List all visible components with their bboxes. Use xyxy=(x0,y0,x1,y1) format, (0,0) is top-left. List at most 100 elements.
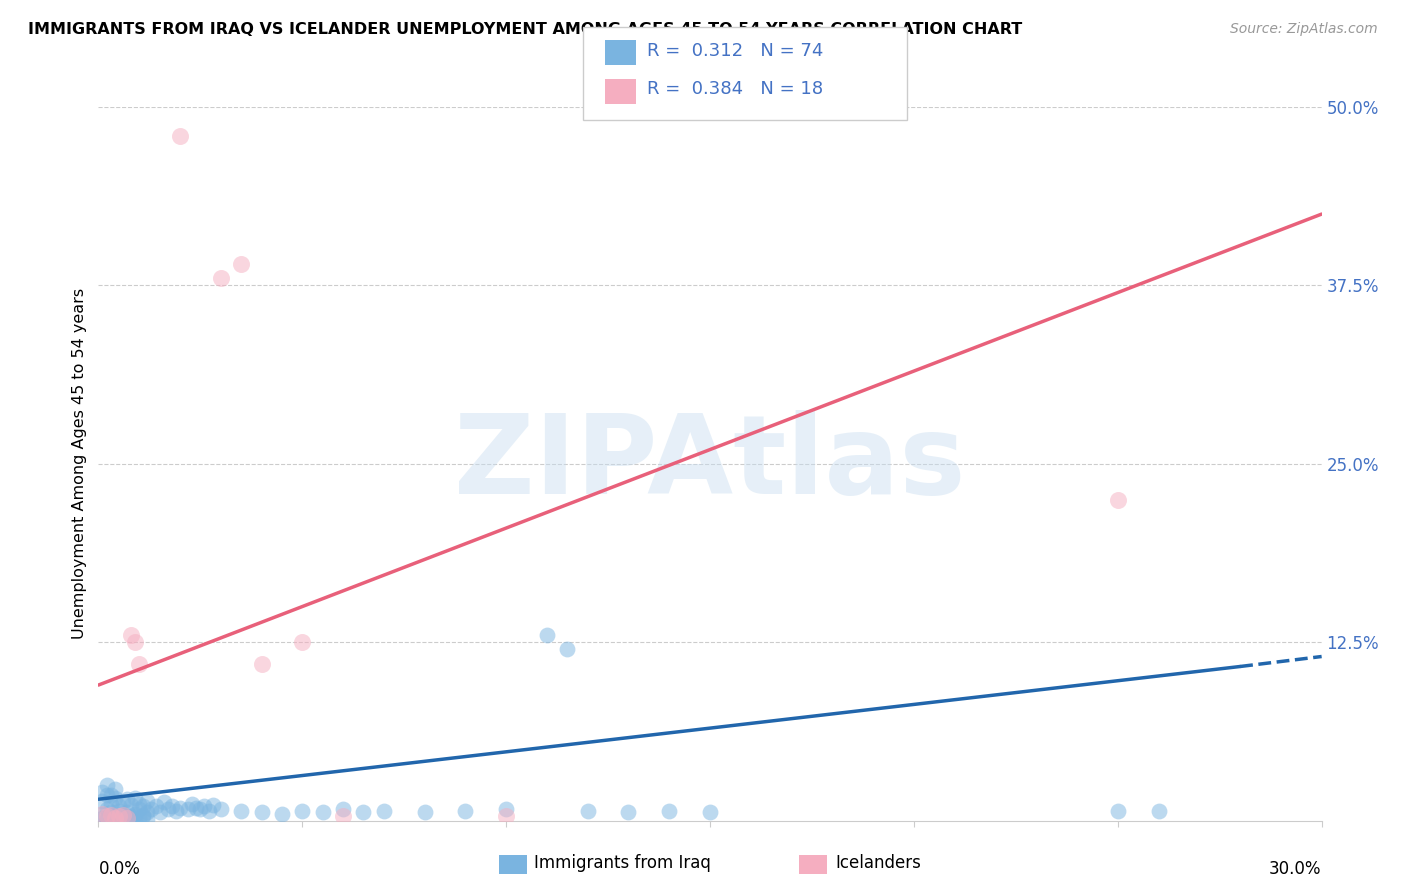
Point xyxy=(132,809,155,823)
Point xyxy=(454,804,477,818)
Point xyxy=(373,804,395,818)
Point xyxy=(111,812,134,826)
Point xyxy=(100,809,122,823)
Point xyxy=(104,782,127,797)
Point xyxy=(91,785,114,799)
Point xyxy=(209,802,232,816)
Point xyxy=(115,805,138,819)
Point xyxy=(169,801,191,815)
Point xyxy=(96,809,118,823)
Text: R =  0.312   N = 74: R = 0.312 N = 74 xyxy=(647,42,823,60)
Point xyxy=(250,657,273,671)
Point xyxy=(120,628,142,642)
Point xyxy=(128,811,150,825)
Point xyxy=(270,806,294,821)
Point xyxy=(108,811,131,825)
Point xyxy=(699,805,721,819)
Point xyxy=(186,801,208,815)
Point xyxy=(100,805,122,819)
Point xyxy=(120,811,142,825)
Point xyxy=(100,808,122,822)
Point xyxy=(104,790,127,805)
Point xyxy=(108,804,131,818)
Point xyxy=(132,808,155,822)
Point xyxy=(193,799,215,814)
Point xyxy=(136,794,159,808)
Point xyxy=(495,802,517,816)
Point xyxy=(156,802,179,816)
Point xyxy=(124,806,146,821)
Text: 0.0%: 0.0% xyxy=(98,860,141,878)
Text: Immigrants from Iraq: Immigrants from Iraq xyxy=(534,855,711,872)
Point xyxy=(111,808,134,822)
Point xyxy=(555,642,579,657)
Point xyxy=(181,797,204,811)
Point xyxy=(1107,492,1129,507)
Point xyxy=(96,778,118,792)
Point xyxy=(120,797,142,812)
Point xyxy=(96,788,118,802)
Point xyxy=(115,811,138,825)
Point xyxy=(96,812,118,826)
Point xyxy=(124,812,146,826)
Y-axis label: Unemployment Among Ages 45 to 54 years: Unemployment Among Ages 45 to 54 years xyxy=(72,288,87,640)
Point xyxy=(91,806,114,821)
Point xyxy=(91,806,114,821)
Point xyxy=(291,804,314,818)
Point xyxy=(128,802,150,816)
Point xyxy=(209,271,232,285)
Point xyxy=(658,804,681,818)
Point xyxy=(124,635,146,649)
Text: IMMIGRANTS FROM IRAQ VS ICELANDER UNEMPLOYMENT AMONG AGES 45 TO 54 YEARS CORRELA: IMMIGRANTS FROM IRAQ VS ICELANDER UNEMPL… xyxy=(28,22,1022,37)
Text: ZIPAtlas: ZIPAtlas xyxy=(454,410,966,517)
Point xyxy=(352,805,374,819)
Point xyxy=(617,805,640,819)
Point xyxy=(250,805,273,819)
Point xyxy=(104,809,127,823)
Point xyxy=(536,628,558,642)
Point xyxy=(160,799,183,814)
Point xyxy=(91,811,114,825)
Point xyxy=(231,804,253,818)
Point xyxy=(128,657,150,671)
Point xyxy=(96,802,118,816)
Point xyxy=(145,799,167,814)
Point xyxy=(177,802,200,816)
Point xyxy=(495,809,517,823)
Text: 30.0%: 30.0% xyxy=(1270,860,1322,878)
Point xyxy=(132,799,155,814)
Point xyxy=(332,802,354,816)
Point xyxy=(100,797,122,811)
Point xyxy=(100,788,122,802)
Point xyxy=(124,790,146,805)
Point xyxy=(108,799,131,814)
Point xyxy=(152,795,174,809)
Point xyxy=(149,805,172,819)
Point xyxy=(91,794,114,808)
Point xyxy=(115,809,138,823)
Point xyxy=(201,797,224,812)
Point xyxy=(120,809,142,823)
Point xyxy=(413,805,436,819)
Point xyxy=(128,797,150,811)
Point xyxy=(104,811,127,825)
Point xyxy=(111,795,134,809)
Text: Icelanders: Icelanders xyxy=(835,855,921,872)
Point xyxy=(332,809,354,823)
Point xyxy=(115,792,138,806)
Text: Source: ZipAtlas.com: Source: ZipAtlas.com xyxy=(1230,22,1378,37)
Point xyxy=(136,812,159,826)
Point xyxy=(1107,804,1129,818)
Point xyxy=(312,805,335,819)
Point xyxy=(141,802,163,816)
Point xyxy=(188,802,212,816)
Point xyxy=(169,128,191,143)
Point xyxy=(231,257,253,271)
Text: R =  0.384   N = 18: R = 0.384 N = 18 xyxy=(647,80,823,98)
Point xyxy=(197,804,219,818)
Point xyxy=(108,809,131,823)
Point xyxy=(104,812,127,826)
Point xyxy=(1147,804,1170,818)
Point xyxy=(111,808,134,822)
Point xyxy=(291,635,314,649)
